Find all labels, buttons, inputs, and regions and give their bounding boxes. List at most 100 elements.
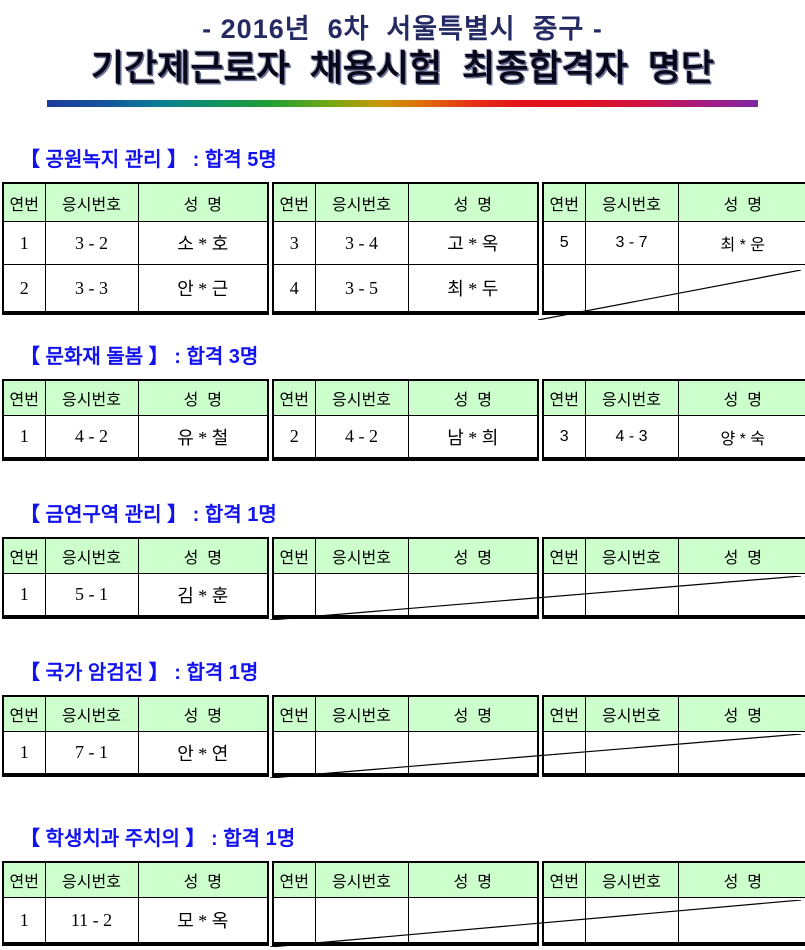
column-header: 응시번호 <box>44 861 139 898</box>
column-header: 연번 <box>2 861 46 898</box>
table-cell: 4 <box>272 264 316 314</box>
column-header: 연번 <box>2 379 46 416</box>
column-header: 성 명 <box>407 695 539 732</box>
column-header: 연번 <box>2 695 46 732</box>
table-cell <box>542 573 586 618</box>
column-header: 연번 <box>2 537 46 574</box>
column-header: 성 명 <box>407 379 539 416</box>
table-row <box>542 897 805 945</box>
rainbow-divider <box>47 100 758 107</box>
section-title: 【 문화재 돌봄 】 : 합격 3명 <box>20 346 259 368</box>
table-cell: 최 * 운 <box>677 221 805 265</box>
table-cell: 양 * 숙 <box>677 415 805 460</box>
table-cell <box>584 264 679 314</box>
table-cell: 4 - 3 <box>584 415 679 460</box>
column-header: 성 명 <box>677 182 805 222</box>
results-table: 연번 응시번호 성 명 <box>272 695 539 777</box>
table-cell <box>314 897 409 945</box>
column-header: 응시번호 <box>314 182 409 222</box>
column-header: 성 명 <box>677 537 805 574</box>
table-cell: 11 - 2 <box>44 897 139 945</box>
table-cell <box>677 573 805 618</box>
column-header: 연번 <box>272 379 316 416</box>
results-table: 연번 응시번호 성 명 <box>542 861 805 946</box>
table-cell <box>272 897 316 945</box>
table-cell: 3 - 5 <box>314 264 409 314</box>
column-header: 응시번호 <box>584 182 679 222</box>
column-header: 성 명 <box>407 537 539 574</box>
table-cell: 유 * 철 <box>137 415 269 460</box>
column-header: 성 명 <box>677 861 805 898</box>
page-subtitle: - 2016년 6차 서울특별시 중구 - <box>202 14 603 44</box>
table-cell: 4 - 2 <box>44 415 139 460</box>
column-header: 연번 <box>542 537 586 574</box>
table-cell <box>542 897 586 945</box>
column-header: 성 명 <box>677 379 805 416</box>
table-cell <box>407 731 539 776</box>
column-header: 응시번호 <box>44 537 139 574</box>
section-title: 【 금연구역 관리 】 : 합격 1명 <box>20 504 277 526</box>
table-cell: 2 <box>2 264 46 314</box>
results-table: 연번 응시번호 성 명 <box>272 861 539 946</box>
table-row <box>542 573 805 618</box>
table-cell: 남 * 희 <box>407 415 539 460</box>
table-cell <box>542 264 586 314</box>
table-cell: 3 - 3 <box>44 264 139 314</box>
table-cell <box>584 573 679 618</box>
table-cell: 고 * 옥 <box>407 221 539 265</box>
table-cell: 7 - 1 <box>44 731 139 776</box>
column-header: 연번 <box>272 861 316 898</box>
column-header: 성 명 <box>137 695 269 732</box>
column-header: 성 명 <box>137 537 269 574</box>
table-cell: 1 <box>2 221 46 265</box>
table-cell <box>677 897 805 945</box>
table-cell: 4 - 2 <box>314 415 409 460</box>
column-header: 연번 <box>2 182 46 222</box>
column-header: 응시번호 <box>584 695 679 732</box>
column-header: 성 명 <box>137 379 269 416</box>
column-header: 응시번호 <box>314 379 409 416</box>
column-header: 응시번호 <box>44 379 139 416</box>
column-header: 성 명 <box>137 861 269 898</box>
column-header: 성 명 <box>407 861 539 898</box>
table-cell: 3 - 4 <box>314 221 409 265</box>
column-header: 응시번호 <box>44 695 139 732</box>
table-cell: 2 <box>272 415 316 460</box>
results-table: 연번 응시번호 성 명 <box>542 695 805 777</box>
column-header: 응시번호 <box>314 537 409 574</box>
section-title: 【 학생치과 주치의 】 : 합격 1명 <box>20 828 296 850</box>
table-cell: 안 * 근 <box>137 264 269 314</box>
table-row <box>542 264 805 314</box>
table-row <box>272 573 539 618</box>
column-header: 연번 <box>272 537 316 574</box>
column-header: 연번 <box>542 182 586 222</box>
table-cell <box>677 264 805 314</box>
table-cell: 모 * 옥 <box>137 897 269 945</box>
table-cell: 3 - 2 <box>44 221 139 265</box>
section-title: 【 공원녹지 관리 】 : 합격 5명 <box>20 149 277 171</box>
table-cell: 3 <box>272 221 316 265</box>
table-cell <box>584 897 679 945</box>
